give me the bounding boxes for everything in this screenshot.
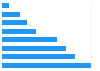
Bar <box>2 46 66 51</box>
Bar <box>2 3 9 8</box>
Bar <box>2 12 20 17</box>
Bar <box>2 20 27 25</box>
Bar <box>2 37 57 42</box>
Bar <box>2 63 91 68</box>
Bar <box>2 29 36 34</box>
Bar <box>2 54 75 59</box>
